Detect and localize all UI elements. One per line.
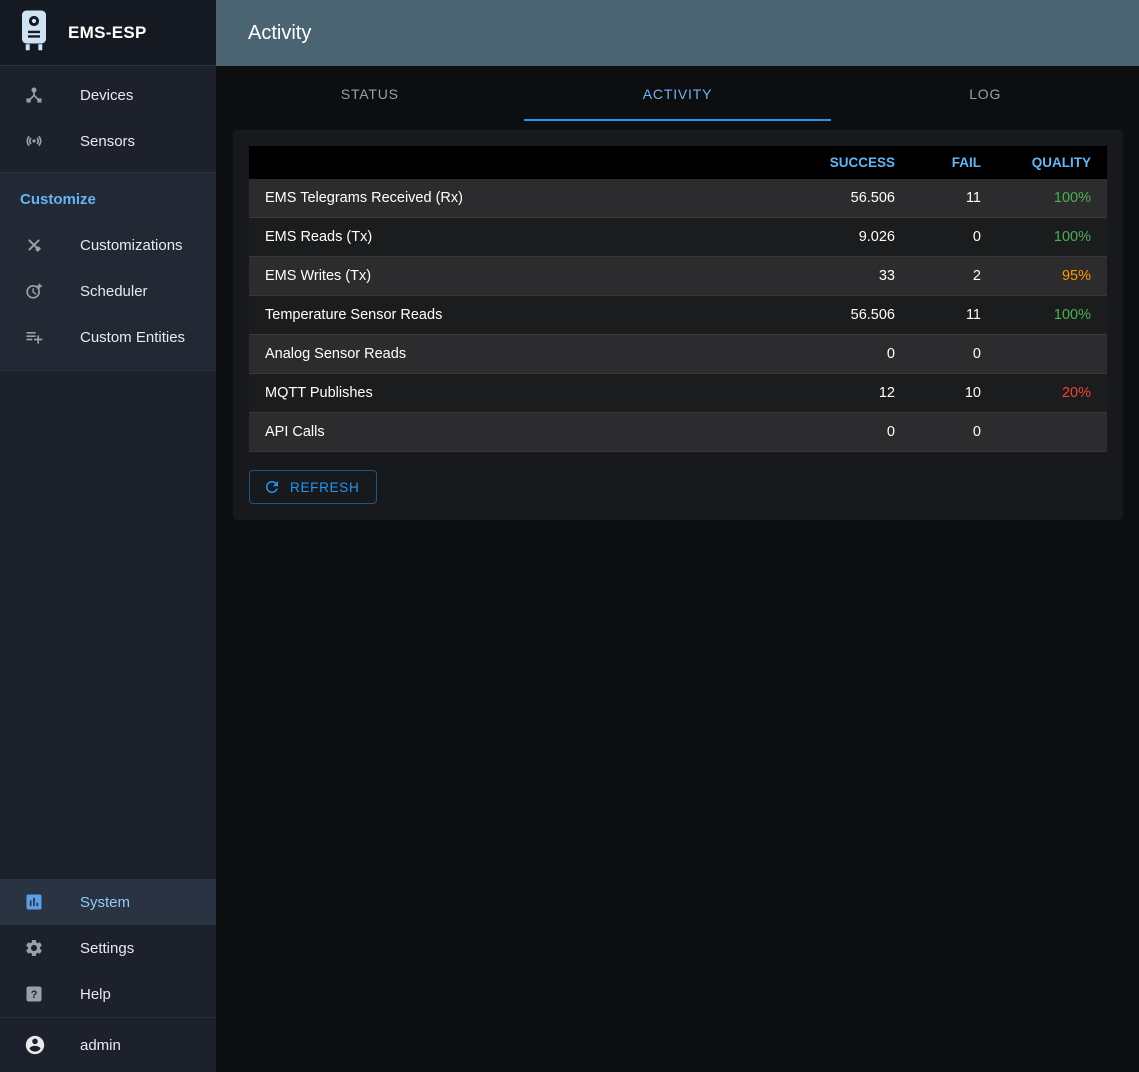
sidebar-item-scheduler[interactable]: Scheduler [0,268,216,314]
table-row: EMS Reads (Tx) 9.026 0 100% [249,217,1107,257]
content-area: SUCCESS FAIL QUALITY EMS Telegrams Recei… [216,121,1139,520]
sidebar-item-customizations[interactable]: Customizations [0,222,216,268]
row-success: 0 [793,334,911,374]
row-quality: 20% [1061,385,1091,401]
sidebar-item-settings[interactable]: Settings [0,925,216,971]
row-fail: 11 [911,295,997,335]
tab-log[interactable]: LOG [969,85,1002,102]
table-header-row: SUCCESS FAIL QUALITY [249,146,1107,179]
header-fail: FAIL [911,146,997,179]
help-icon: ? [24,984,80,1004]
tab-status[interactable]: STATUS [340,85,399,102]
refresh-icon [263,478,281,496]
row-name: EMS Writes (Tx) [249,256,793,296]
row-fail: 0 [911,217,997,257]
table-row: EMS Writes (Tx) 33 2 95% [249,256,1107,296]
table-row: MQTT Publishes 12 10 20% [249,373,1107,413]
page-title: Activity [248,21,312,44]
sidebar-item-label: Customizations [80,236,183,254]
sidebar-divider [0,1017,216,1018]
table-row: EMS Telegrams Received (Rx) 56.506 11 10… [249,179,1107,218]
sidebar-user-admin[interactable]: admin [0,1018,216,1072]
app-title: EMS-ESP [68,22,147,42]
sidebar-item-label: Scheduler [80,282,148,300]
sidebar: EMS-ESP Devices Sensors Customize [0,0,216,1072]
sidebar-item-system[interactable]: System [0,879,216,925]
row-fail: 11 [911,179,997,218]
tab-activity[interactable]: ACTIVITY [523,66,832,121]
row-quality: 100% [1053,229,1091,245]
row-quality: 95% [1061,268,1091,284]
row-success: 9.026 [793,217,911,257]
activity-table: SUCCESS FAIL QUALITY EMS Telegrams Recei… [249,146,1107,452]
header-success: SUCCESS [793,146,911,179]
row-name: MQTT Publishes [249,373,793,413]
row-success: 56.506 [793,179,911,218]
sidebar-item-label: System [80,893,131,911]
sidebar-item-devices[interactable]: Devices [0,72,216,118]
row-success: 12 [793,373,911,413]
sidebar-item-label: Help [80,985,111,1003]
refresh-button-label: REFRESH [290,479,360,495]
user-label: admin [80,1036,121,1054]
row-fail: 10 [911,373,997,413]
customize-section: Customize Customizations [0,172,216,371]
appbar: Activity [216,0,1139,66]
app-logo-icon [16,9,52,56]
sidebar-item-label: Settings [80,939,135,957]
row-success: 0 [793,412,911,452]
tools-icon [24,235,80,255]
activity-card: SUCCESS FAIL QUALITY EMS Telegrams Recei… [233,130,1123,520]
sidebar-item-help[interactable]: ? Help [0,971,216,1017]
svg-text:?: ? [31,989,38,1001]
sidebar-header: EMS-ESP [0,0,216,66]
row-name: Temperature Sensor Reads [249,295,793,335]
main-area: Activity STATUS ACTIVITY LOG SUCCESS FAI… [216,0,1139,1072]
customize-section-header: Customize [20,191,96,208]
bar-chart-icon [24,892,80,912]
row-name: API Calls [249,412,793,452]
row-name: Analog Sensor Reads [249,334,793,374]
table-row: Temperature Sensor Reads 56.506 11 100% [249,295,1107,335]
sidebar-item-custom-entities[interactable]: Custom Entities [0,314,216,360]
clock-icon [24,281,80,301]
sidebar-spacer [0,371,216,879]
sidebar-nav: Devices Sensors Customize C [0,66,216,1072]
sidebar-item-label: Custom Entities [80,328,186,346]
row-success: 56.506 [793,295,911,335]
row-fail: 0 [911,334,997,374]
row-name: EMS Reads (Tx) [249,217,793,257]
header-name [249,146,793,179]
sidebar-item-label: Sensors [80,132,136,150]
row-quality: 100% [1053,307,1091,323]
account-circle-icon [24,1034,80,1056]
row-fail: 0 [911,412,997,452]
sidebar-item-sensors[interactable]: Sensors [0,118,216,164]
refresh-button[interactable]: REFRESH [249,470,378,504]
sidebar-item-label: Devices [80,86,134,104]
row-quality: 100% [1053,190,1091,206]
devices-icon [24,85,80,105]
row-name: EMS Telegrams Received (Rx) [249,179,793,218]
row-success: 33 [793,256,911,296]
row-fail: 2 [911,256,997,296]
table-row: API Calls 0 0 [249,412,1107,452]
header-quality: QUALITY [997,146,1107,179]
gear-icon [24,938,80,958]
tab-bar: STATUS ACTIVITY LOG [216,66,1139,121]
sensors-icon [24,131,80,151]
table-row: Analog Sensor Reads 0 0 [249,334,1107,374]
playlist-add-icon [24,327,80,347]
